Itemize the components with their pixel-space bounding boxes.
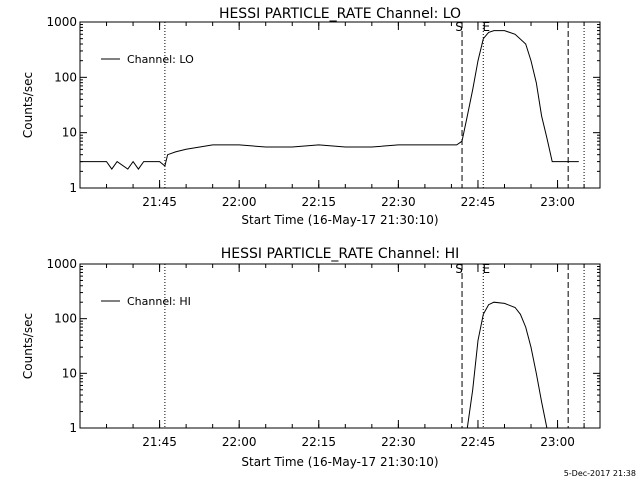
x-tick-label: 22:30 (381, 435, 416, 449)
y-tick-label: 10 (62, 366, 77, 380)
legend-entry: Channel: LO (127, 53, 194, 66)
marker-label: S (455, 20, 463, 34)
x-axis-label: Start Time (16-May-17 21:30:10) (241, 213, 438, 227)
y-tick-label: 1 (69, 181, 77, 195)
legend-entry: Channel: HI (127, 295, 191, 308)
plot-frame (79, 21, 601, 189)
x-tick-label: 22:15 (301, 195, 336, 209)
chart-panel-1: HESSI PARTICLE_RATE Channel: LO Counts/se… (21, 6, 601, 227)
x-axis-label: Start Time (16-May-17 21:30:10) (241, 455, 438, 469)
chart-panel-2: HESSI PARTICLE_RATE Channel: HI Counts/se… (21, 246, 601, 469)
x-tick-label: 21:45 (142, 195, 177, 209)
x-tick-label: 22:45 (461, 435, 496, 449)
marker-label: E (482, 20, 490, 34)
chart-title: HESSI PARTICLE_RATE Channel: LO (219, 6, 461, 22)
y-tick-label: 100 (54, 312, 77, 326)
y-tick-label: 100 (54, 70, 77, 84)
y-tick-label: 1000 (46, 15, 77, 29)
x-tick-label: 21:45 (142, 435, 177, 449)
x-tick-label: 22:15 (301, 435, 336, 449)
x-tick-label: 22:00 (222, 435, 257, 449)
chart-title: HESSI PARTICLE_RATE Channel: HI (221, 246, 459, 262)
y-tick-label: 1 (69, 421, 77, 435)
series-line-1 (466, 301, 548, 429)
y-tick-label: 10 (62, 126, 77, 140)
plot-frame (79, 263, 601, 429)
marker-label: E (482, 262, 490, 276)
series-line-1 (80, 30, 579, 170)
x-tick-label: 22:00 (222, 195, 257, 209)
x-tick-label: 23:00 (540, 195, 575, 209)
y-tick-label: 1000 (46, 257, 77, 271)
y-axis-label: Counts/sec (21, 313, 35, 379)
marker-label: S (455, 262, 463, 276)
x-tick-label: 22:30 (381, 195, 416, 209)
x-tick-label: 23:00 (540, 435, 575, 449)
x-tick-label: 22:45 (461, 195, 496, 209)
y-axis-label: Counts/sec (21, 72, 35, 138)
timestamp-stamp: 5-Dec-2017 21:38 (564, 469, 636, 478)
